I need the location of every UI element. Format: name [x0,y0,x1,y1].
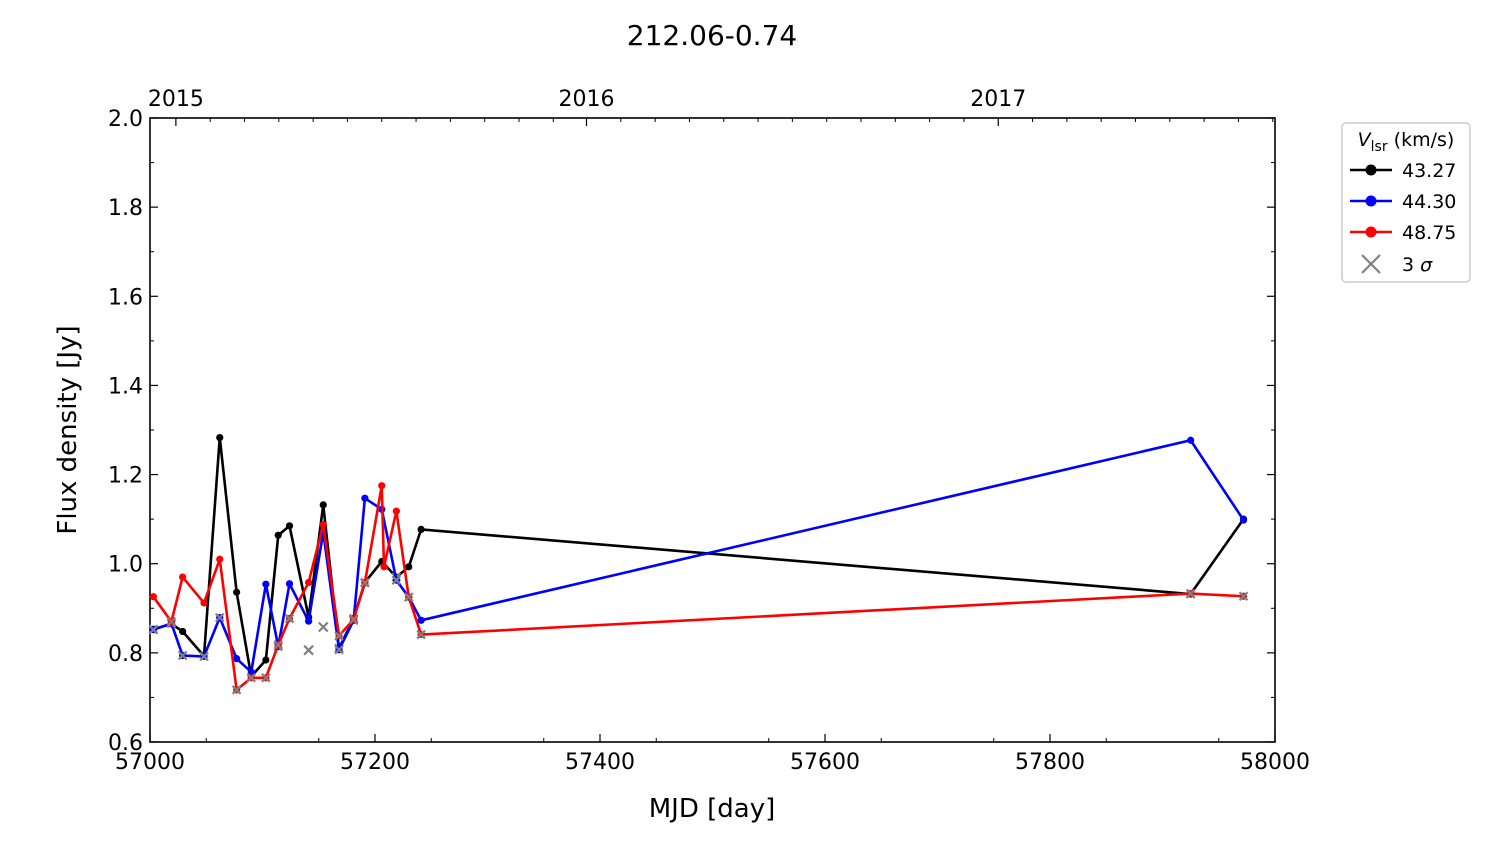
y-tick-label: 0.6 [108,731,143,756]
top-tick-label: 2016 [559,87,615,112]
sigma-marker [1185,588,1196,599]
sigma-marker [284,613,295,624]
y-tick-label: 2.0 [108,107,143,132]
data-point [405,563,413,571]
data-point [378,482,386,490]
sigma-marker [199,651,209,662]
data-point [319,501,327,509]
axes: 57000 57200 57400 57600 57800 58000 0.6 0.8 1.0 1… [108,87,1310,775]
legend-title-sub: lsr [1371,139,1388,155]
data-point [380,563,388,571]
legend-frame [1341,122,1471,283]
legend-title-main: V [1358,129,1373,151]
sigma-marker [360,578,370,588]
chart-title: 212.06-0.74 [627,19,797,52]
y-tick-label: 0.8 [108,642,143,667]
legend-title: Vlsr (km/s) [1358,129,1455,155]
legend-marker-43.27 [1365,164,1377,176]
data-point [216,433,224,442]
data-point [149,593,157,601]
data-point [179,573,187,581]
sigma-marker [348,614,359,625]
y-tick-label: 1.2 [108,464,143,489]
sigma-marker [303,644,314,656]
sigma-marker [177,650,188,661]
y-tick-label: 1.6 [108,285,143,310]
x-tick-label: 57800 [1015,750,1085,775]
data-point [319,520,327,529]
legend: Vlsr (km/s) 43.27 44.30 48.75 3 σ [1341,122,1471,283]
sigma-marker [391,575,402,585]
data-point [233,588,241,596]
x-tick-label: 58000 [1240,750,1310,775]
legend-label-44.30: 44.30 [1402,191,1456,213]
sigma-marker [148,624,159,635]
y-axis-title: Flux density [Jy] [53,325,83,534]
x-tick-label: 57600 [790,750,860,775]
sigma-marker [403,592,414,602]
legend-title-unit: (km/s) [1388,129,1455,151]
data-series [148,433,1249,695]
data-point [247,668,255,676]
sigma-marker [246,673,257,683]
data-point [233,655,241,663]
legend-marker-48.75 [1365,226,1377,238]
data-point [1187,436,1195,444]
x-tick-label: 57000 [115,750,185,775]
legend-label-43.27: 43.27 [1402,160,1456,182]
sigma-marker [166,616,177,627]
sigma-marker [1238,591,1249,602]
sigma-marker [261,673,271,683]
sigma-marker [273,640,284,650]
data-point [305,578,313,587]
y-tick-label: 1.4 [108,374,143,399]
sigma-marker [317,621,329,633]
legend-marker-44.30 [1365,195,1377,207]
sigma-marker [416,629,426,640]
data-point [216,555,224,563]
data-point [285,522,294,530]
data-point [200,599,208,607]
legend-label-48.75: 48.75 [1402,222,1456,244]
series-line [152,484,1244,692]
y-tick-label: 1.8 [108,196,143,221]
sigma-marker [334,644,344,655]
data-point [305,617,313,625]
data-point [262,580,270,588]
data-point [392,507,400,515]
data-point [417,525,425,533]
plot-frame [149,117,1276,743]
x-tick-label: 57400 [565,750,635,775]
y-tick-label: 1.0 [108,553,143,578]
legend-sigma-marker [1361,254,1381,274]
top-tick-label: 2015 [148,87,204,112]
data-point [417,616,425,624]
sigma-marker [334,631,344,641]
sigma-marker [214,612,225,623]
data-point [361,494,369,502]
series-48.75 [149,482,1249,695]
data-point [262,656,270,664]
legend-entries: 43.27 44.30 48.75 3 σ [1350,160,1456,276]
top-tick-label: 2017 [970,87,1026,112]
data-point [285,580,294,588]
series-line [153,436,1245,678]
data-point [274,531,282,539]
x-axis-title: MJD [day] [649,794,776,824]
data-point [179,627,187,636]
data-point [1239,516,1248,524]
legend-sigma-label: 3 σ [1402,254,1433,276]
sigma-marker [231,685,242,695]
x-tick-label: 57200 [340,750,410,775]
